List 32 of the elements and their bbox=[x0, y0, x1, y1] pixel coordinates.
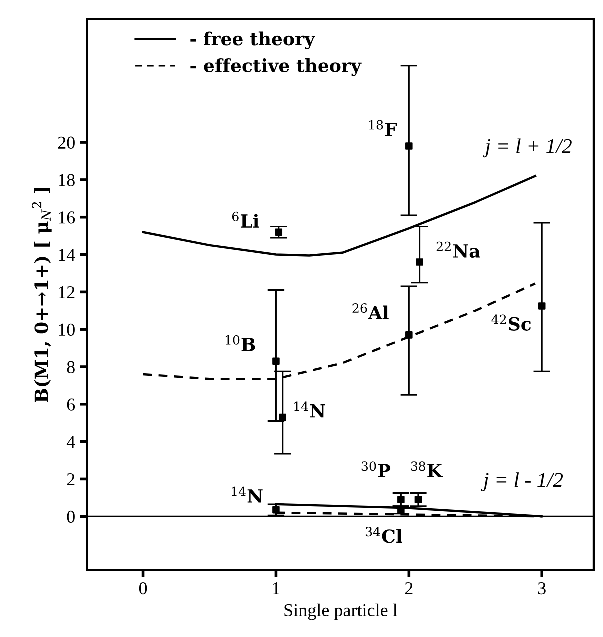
y-tick-label: 0 bbox=[67, 510, 75, 524]
y-tick-label: 16 bbox=[59, 212, 76, 224]
y-tick-label: 10 bbox=[59, 324, 75, 336]
annotation: $^{30}$P bbox=[362, 462, 391, 478]
annotation: $^{14}$N bbox=[232, 486, 263, 503]
annotation: j = l + 1/2 bbox=[483, 138, 572, 158]
annotation: $^{26}$Al bbox=[352, 304, 389, 320]
y-tick-label: 12 bbox=[59, 286, 75, 298]
annotation: $^{22}$Na bbox=[436, 242, 480, 258]
y-tick-label: 8 bbox=[67, 361, 75, 374]
annotation: $^{10}$B bbox=[226, 335, 256, 352]
annotation: $^{18}$F bbox=[369, 120, 398, 136]
x-tick-label: 3 bbox=[538, 582, 546, 595]
legend-label: - effective theory bbox=[190, 58, 362, 76]
annotation: j = l - 1/2 bbox=[481, 472, 564, 492]
y-tick-label: 2 bbox=[67, 474, 75, 486]
x-axis-title: Single particle l bbox=[284, 604, 398, 620]
annotation: $^{6}$Li bbox=[232, 212, 260, 228]
annotation: $^{34}$Cl bbox=[366, 527, 402, 544]
y-tick-label: 20 bbox=[58, 136, 75, 149]
x-tick-label: 1 bbox=[273, 582, 280, 594]
annotation: $^{38}$K bbox=[411, 462, 444, 478]
y-tick-label: 6 bbox=[67, 398, 76, 411]
y-tick-label: 18 bbox=[59, 174, 75, 186]
legend-label: - free theory bbox=[190, 32, 316, 50]
y-axis-title: B(M1, 0+→1+) [ μ$_{N}$$^{2}$ ] bbox=[32, 188, 52, 403]
annotation: $^{42}$Sc bbox=[492, 314, 532, 331]
x-tick-label: 0 bbox=[139, 582, 148, 595]
annotation: $^{14}$N bbox=[294, 402, 326, 418]
y-tick-label: 14 bbox=[59, 249, 76, 262]
x-tick-label: 2 bbox=[405, 582, 413, 594]
y-tick-label: 4 bbox=[66, 436, 76, 448]
